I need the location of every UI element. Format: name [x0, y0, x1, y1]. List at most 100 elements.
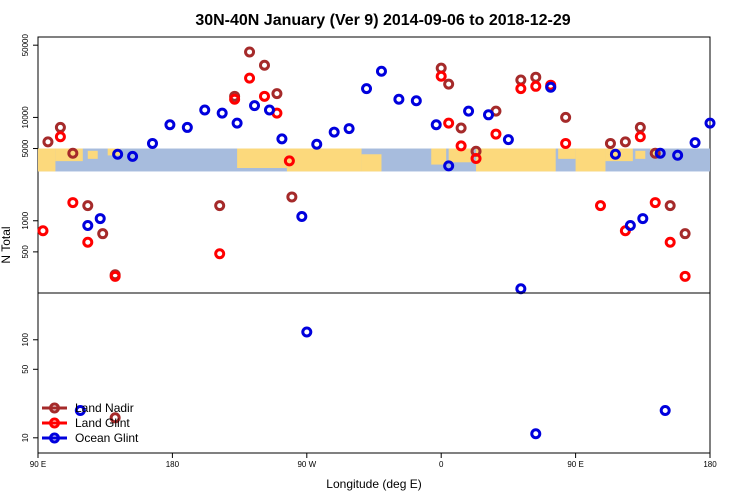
land-mass-13 — [635, 150, 646, 159]
ocean-glint-point — [704, 117, 716, 129]
ocean-glint-point — [443, 160, 455, 172]
top-y-tick-label: 5000 — [21, 139, 30, 157]
bottom-panel-frame — [37, 292, 711, 454]
land-mass-8 — [448, 148, 472, 163]
land-nadir-point — [560, 111, 572, 123]
ocean-glint-point — [164, 119, 176, 131]
land-mass-2 — [87, 150, 98, 159]
ocean-glint-point — [545, 81, 557, 93]
x-axis: 90 E 180 90 W 0 90 E 180 — [30, 453, 717, 469]
legend-label-land-glint: Land Glint — [75, 416, 130, 430]
land-glint-point — [54, 131, 66, 143]
land-nadir-point — [455, 122, 467, 134]
land-nadir-point — [664, 200, 676, 212]
land-nadir-point — [679, 228, 691, 240]
land-glint-point — [664, 236, 676, 248]
land-glint-point — [679, 270, 691, 282]
top-y-axis: 500 1000 5000 10000 50000 — [21, 34, 38, 259]
land-nadir-point — [258, 59, 270, 71]
bottom-y-tick-label: 50 — [21, 364, 30, 373]
ocean-glint-point — [482, 109, 494, 121]
ocean-glint-point — [231, 117, 243, 129]
ocean-glint-point — [249, 100, 261, 112]
ocean-glint-point — [463, 105, 475, 117]
land-mass-4 — [237, 148, 287, 169]
land-glint-point — [515, 83, 527, 95]
land-glint-point — [470, 153, 482, 165]
land-glint-point — [244, 72, 256, 84]
ocean-glint-point — [502, 134, 514, 146]
land-glint-point — [258, 90, 270, 102]
ocean-glint-point — [689, 137, 701, 149]
bottom-y-tick-label: 10 — [21, 433, 30, 442]
bottom-y-axis: 10 50 100 — [21, 333, 38, 442]
ocean-glint-point — [301, 326, 313, 338]
x-tick-label: 90 E — [567, 460, 583, 469]
x-tick-label: 180 — [703, 460, 717, 469]
ocean-glint-point — [410, 95, 422, 107]
land-nadir-point — [286, 191, 298, 203]
ocean-glint-point — [343, 123, 355, 135]
land-nadir-point — [67, 147, 79, 159]
land-nadir-point — [619, 136, 631, 148]
land-nadir-point — [82, 200, 94, 212]
ocean-glint-point — [393, 93, 405, 105]
land-nadir-point — [443, 78, 455, 90]
ocean-glint-point — [127, 150, 139, 162]
top-y-tick-label: 500 — [21, 245, 30, 259]
land-nadir-point — [42, 136, 54, 148]
land-nadir-point — [244, 46, 256, 58]
chart-title: 30N-40N January (Ver 9) 2014-09-06 to 20… — [195, 12, 570, 29]
ocean-glint-point — [199, 104, 211, 116]
ocean-glint-point — [112, 148, 124, 160]
legend-label-land-nadir: Land Nadir — [75, 401, 134, 415]
land-glint-point — [490, 128, 502, 140]
land-glint-point — [634, 131, 646, 143]
legend-label-ocean-glint: Ocean Glint — [75, 431, 139, 445]
land-mass-6 — [361, 154, 382, 172]
bottom-panel: 10 50 100 — [21, 292, 711, 454]
ocean-glint-point — [430, 119, 442, 131]
land-mass-5 — [286, 148, 362, 172]
ocean-glint-point — [216, 107, 228, 119]
bottom-panel-points — [74, 326, 671, 440]
ocean-glint-point — [296, 210, 308, 222]
land-nadir-point — [604, 137, 616, 149]
land-nadir-point — [515, 74, 527, 86]
ocean-glint-point — [263, 104, 275, 116]
top-y-tick-label: 50000 — [21, 34, 30, 57]
land-glint-point — [443, 117, 455, 129]
ocean-glint-point — [311, 138, 323, 150]
land-mass-11 — [575, 148, 606, 172]
ocean-glint-point — [530, 428, 542, 440]
land-glint-point — [560, 137, 572, 149]
land-glint-point — [455, 140, 467, 152]
ocean-glint-point — [328, 126, 340, 138]
y-axis-label: N Total — [0, 226, 13, 263]
land-nadir-point — [649, 147, 661, 159]
bottom-y-tick-label: 100 — [21, 333, 30, 347]
ocean-glint-point — [515, 283, 527, 295]
land-glint-point — [649, 197, 661, 209]
land-glint-point — [530, 80, 542, 92]
land-mass-9 — [476, 148, 556, 172]
land-mass-7 — [431, 148, 447, 165]
land-glint-point — [214, 248, 226, 260]
ocean-glint-point — [82, 219, 94, 231]
land-nadir-point — [109, 412, 121, 424]
ocean-glint-point — [74, 404, 86, 416]
land-nadir-point — [271, 88, 283, 100]
x-tick-label: 90 W — [297, 460, 316, 469]
land-nadir-point — [97, 228, 109, 240]
top-panel: 500 1000 5000 10000 50000 — [21, 34, 716, 295]
ocean-glint-point — [146, 137, 158, 149]
x-tick-label: 180 — [166, 460, 180, 469]
ocean-glint-point — [654, 147, 666, 159]
legend-marker-ocean-glint — [49, 432, 60, 444]
legend-marker-land-glint — [49, 417, 60, 429]
ocean-glint-point — [181, 121, 193, 133]
ocean-glint-point — [637, 213, 649, 225]
ocean-glint-point — [94, 213, 106, 225]
